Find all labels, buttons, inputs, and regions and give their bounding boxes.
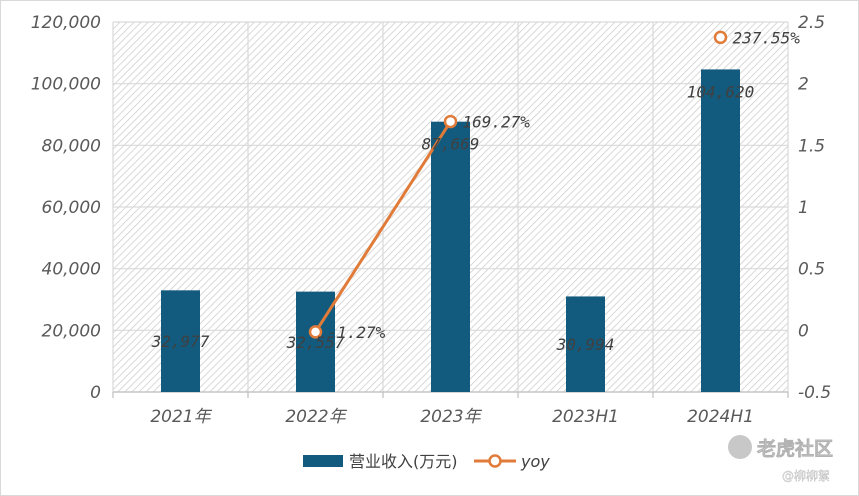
yoy-data-label: 237.55% — [733, 28, 801, 47]
revenue-bar — [566, 296, 605, 392]
watermark-brand: 老虎社区 — [757, 437, 833, 460]
watermark: 老虎社区 @柳柳絮 — [728, 435, 833, 483]
right-axis-tick-label: 2.5 — [798, 13, 825, 33]
revenue-bar — [701, 69, 740, 393]
left-axis-tick-label: 60,000 — [42, 198, 101, 218]
left-axis-tick-label: 40,000 — [42, 260, 101, 280]
x-axis-tick-label: 2022年 — [285, 407, 347, 427]
legend-bar-swatch — [303, 455, 343, 467]
revenue-bar — [296, 291, 335, 392]
yoy-point — [308, 325, 323, 339]
right-axis-tick-label: -0.5 — [798, 383, 831, 403]
legend: 营业收入(万元) yoy — [303, 452, 550, 471]
watermark-user: @柳柳絮 — [782, 469, 830, 483]
right-axis-ticks: -0.5 0 0.5 1 1.5 2 2.5 — [798, 13, 831, 403]
right-axis-tick-label: 2 — [798, 75, 809, 95]
watermark-logo-icon — [728, 435, 752, 459]
bar-data-label: 32,557 — [286, 333, 345, 352]
yoy-data-label: 169.27% — [463, 113, 531, 132]
legend-line-label: yoy — [520, 452, 550, 471]
right-axis-tick-label: 1.5 — [798, 136, 825, 156]
left-axis-tick-label: 80,000 — [42, 136, 101, 156]
bar-data-label: 30,994 — [556, 335, 615, 354]
revenue-bar — [161, 290, 200, 392]
left-axis-ticks: 0 20,000 40,000 60,000 80,000 100,000 120,000 — [31, 13, 101, 403]
left-axis-tick-label: 20,000 — [42, 321, 101, 341]
bar-data-label: 104,620 — [687, 82, 754, 101]
x-axis-ticks: 2021年 2022年 2023年 2023H1 2024H1 — [150, 407, 754, 427]
yoy-line — [314, 120, 452, 333]
left-axis-tick-label: 0 — [90, 383, 101, 403]
yoy-point — [443, 114, 458, 129]
left-axis-tick-label: 100,000 — [31, 75, 101, 95]
bar-series — [161, 69, 740, 393]
right-axis-tick-label: 0 — [798, 321, 809, 341]
data-labels: 32,977 32,557 87,669 30,994 104,620 -1.27% 169… — [151, 28, 801, 354]
gridlines — [112, 21, 789, 398]
bar-data-label: 87,669 — [422, 135, 480, 154]
yoy-data-label: -1.27% — [328, 323, 386, 342]
yoy-line-series — [308, 30, 728, 339]
x-axis-tick-label: 2023年 — [420, 407, 482, 427]
x-axis-tick-label: 2021年 — [150, 407, 212, 427]
bar-data-label: 32,977 — [151, 332, 210, 351]
legend-line-marker — [488, 454, 502, 468]
left-axis-tick-label: 120,000 — [31, 13, 101, 33]
legend-bar-label: 营业收入(万元) — [349, 452, 458, 471]
right-axis-tick-label: 1 — [798, 198, 809, 218]
x-axis-tick-label: 2024H1 — [687, 407, 754, 427]
yoy-point — [713, 30, 728, 45]
revenue-bar — [431, 121, 470, 392]
x-axis-tick-label: 2023H1 — [552, 407, 619, 427]
right-axis-tick-label: 0.5 — [798, 260, 825, 280]
